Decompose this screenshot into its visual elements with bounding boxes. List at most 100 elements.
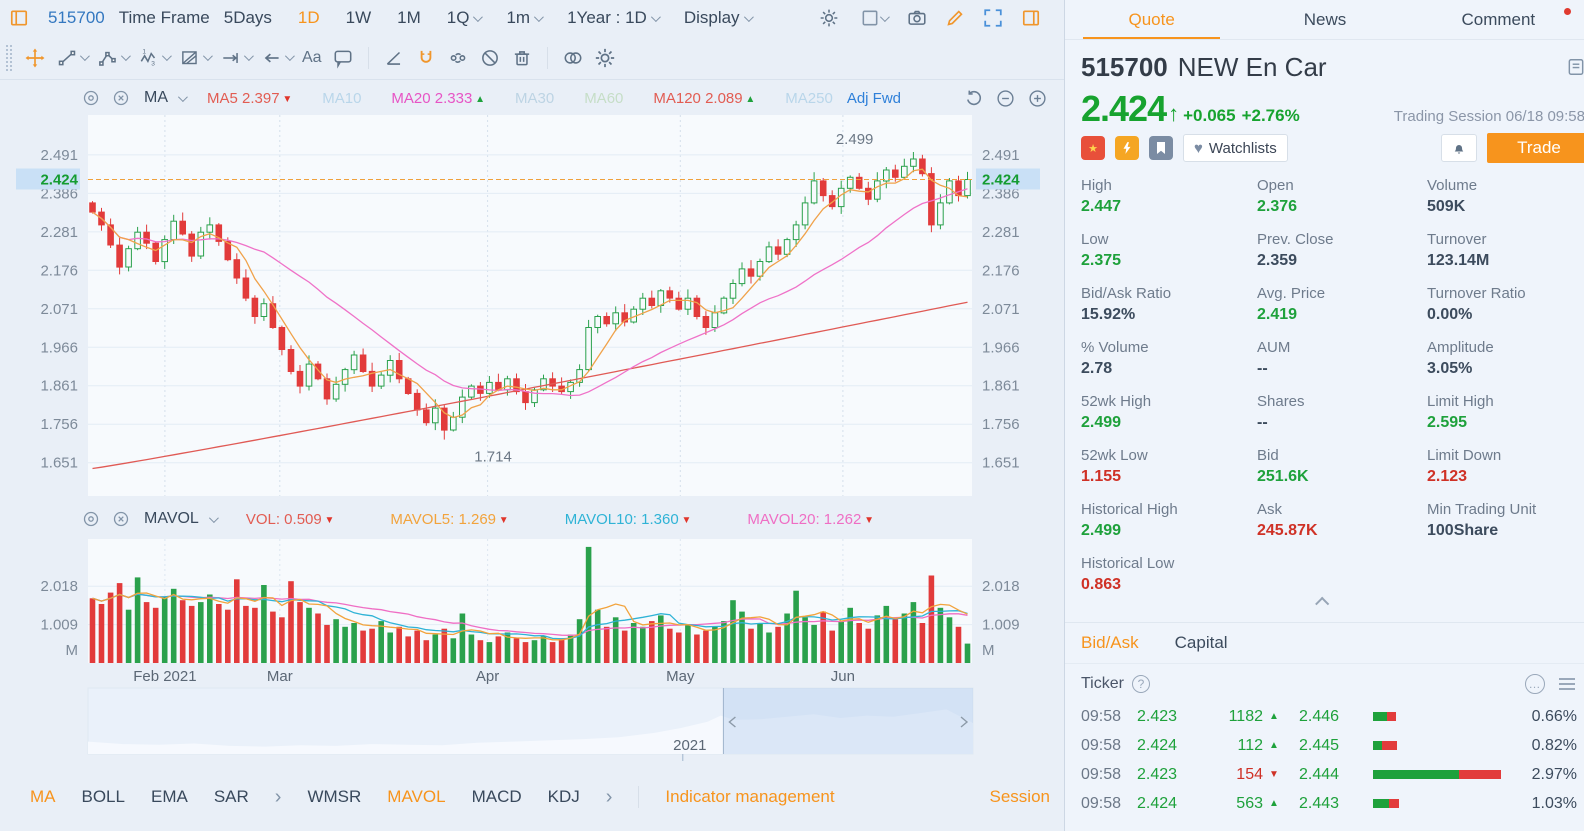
chart-settings-gear-icon[interactable] — [818, 7, 840, 29]
drawing-settings-gear-icon[interactable] — [594, 47, 616, 69]
indicator-ema[interactable]: EMA — [150, 787, 188, 806]
indicator-sar[interactable]: SAR — [213, 787, 249, 806]
compare-tool-icon[interactable] — [562, 47, 584, 69]
mavol-chip[interactable]: MAVOL20: 1.262 ▼ — [747, 510, 875, 528]
price-chart[interactable]: 2.491 2.491 2.386 2.386 2.281 2.281 2.176 2.176… — [0, 112, 1064, 502]
tab-comment[interactable]: Comment — [1412, 0, 1584, 39]
watchlists-label: Watchlists — [1208, 139, 1277, 157]
watchlists-button[interactable]: ♥ Watchlists — [1183, 134, 1288, 162]
range-1w[interactable]: 1W — [345, 8, 372, 27]
shape-tool-icon[interactable] — [97, 47, 131, 69]
trade-qty: 563 — [1236, 794, 1263, 812]
pattern-tool-icon[interactable] — [179, 47, 213, 69]
ticker-row[interactable]: 09:58 2.423 154 ▼ 2.444 2.97% — [1065, 760, 1584, 789]
stock-detail-doc-icon[interactable] — [1565, 56, 1584, 78]
ma-group-label[interactable]: MA — [144, 89, 168, 106]
indicator-management-link[interactable]: Indicator management — [665, 787, 835, 806]
mavol-settings-gear-icon[interactable] — [80, 508, 102, 530]
ma-chip[interactable]: MA30 — [515, 89, 555, 107]
ma-chip[interactable]: MA250 — [785, 89, 833, 107]
svg-text:1.009: 1.009 — [982, 617, 1020, 634]
range-1q[interactable]: 1Q — [447, 8, 484, 28]
indicator-more-chevron-icon[interactable]: › — [274, 785, 282, 808]
svg-text:Jun: Jun — [831, 668, 855, 685]
measure-tool-icon[interactable] — [220, 47, 254, 69]
zoom-out-icon[interactable] — [994, 87, 1016, 109]
indicator-more-chevron-icon-2[interactable]: › — [605, 785, 613, 808]
indicator-boll[interactable]: BOLL — [81, 787, 125, 806]
subtab-capital[interactable]: Capital — [1174, 633, 1228, 652]
chart-type-icon[interactable] — [856, 7, 890, 29]
arrow-left-tool-icon[interactable] — [261, 47, 295, 69]
text-tool-icon[interactable]: Aa — [302, 48, 322, 66]
ma-chip[interactable]: MA120 2.089 ▲ — [653, 89, 756, 107]
delete-drawings-trash-icon[interactable] — [511, 47, 533, 69]
undo-icon[interactable] — [962, 87, 984, 109]
subtab-bid-ask[interactable]: Bid/Ask — [1081, 633, 1139, 652]
zoom-in-icon[interactable] — [1026, 87, 1048, 109]
ticker-row[interactable]: 09:58 2.424 112 ▲ 2.445 0.82% — [1065, 731, 1584, 760]
move-tool-icon[interactable] — [24, 47, 46, 69]
magnet-tool-icon[interactable] — [415, 47, 437, 69]
svg-text:2.018: 2.018 — [982, 578, 1020, 595]
mavol-dropdown-chevron-icon[interactable] — [208, 512, 219, 523]
mavol-group-label[interactable]: MAVOL — [144, 510, 199, 527]
range-navigator[interactable]: 2021 — [0, 686, 1064, 762]
range-display[interactable]: Display — [684, 8, 754, 28]
trade-time: 09:58 — [1081, 765, 1122, 783]
range-1year-1d[interactable]: 1Year : 1D — [567, 8, 661, 28]
ticker-row[interactable]: 09:58 2.424 563 ▲ 2.443 1.03% — [1065, 789, 1584, 818]
ma-dropdown-chevron-icon[interactable] — [177, 91, 188, 102]
ticker-list-view-icon[interactable] — [1559, 678, 1575, 690]
range-1m[interactable]: 1m — [506, 8, 544, 28]
sync-tool-icon[interactable] — [447, 47, 469, 69]
indicator-wmsr[interactable]: WMSR — [307, 787, 362, 806]
indicator-macd[interactable]: MACD — [471, 787, 522, 806]
angle-tool-icon[interactable] — [383, 47, 405, 69]
range-1d[interactable]: 1D — [297, 8, 320, 27]
range-1m[interactable]: 1M — [397, 8, 421, 27]
ticker-help-icon[interactable]: ? — [1131, 675, 1150, 693]
ma-close-icon[interactable] — [110, 87, 132, 109]
level-price: 2.444 — [1299, 765, 1340, 783]
adjust-forward-toggle[interactable]: Adj Fwd — [846, 89, 902, 107]
ma-chip[interactable]: MA5 2.397 ▼ — [207, 89, 293, 107]
range-5days[interactable]: 5Days — [223, 8, 272, 27]
trendline-tool-icon[interactable] — [56, 47, 90, 69]
chart-symbol[interactable]: 515700 — [48, 8, 105, 27]
toolbar-grip-handle[interactable] — [6, 44, 12, 71]
panel-toggle-left-icon[interactable] — [8, 7, 30, 29]
comment-tool-icon[interactable] — [332, 47, 354, 69]
range-buttons: 5Days 1D 1W 1M 1Q 1m 1Year : 1D Display — [223, 8, 754, 28]
alert-bell-button[interactable] — [1441, 134, 1477, 162]
bookmark-badge-icon[interactable] — [1149, 136, 1173, 160]
svg-text:1.651: 1.651 — [982, 455, 1020, 472]
indicator-kdj[interactable]: KDJ — [547, 787, 580, 806]
indicator-mavol[interactable]: MAVOL — [387, 787, 446, 806]
ticker-row[interactable]: 09:58 2.423 1182 ▲ 2.446 0.66% — [1065, 702, 1584, 731]
mavol-chip[interactable]: MAVOL10: 1.360 ▼ — [564, 510, 692, 528]
fullscreen-expand-icon[interactable] — [982, 7, 1004, 29]
trade-button[interactable]: Trade — [1487, 133, 1584, 163]
indicator-ma[interactable]: MA — [30, 787, 56, 806]
stat-prev-close: Prev. Close 2.359 — [1257, 231, 1334, 269]
trade-price: 2.423 — [1137, 707, 1178, 725]
ticker-more-icon[interactable]: … — [1525, 674, 1545, 694]
mavol-chip[interactable]: MAVOL5: 1.269 ▼ — [390, 510, 509, 528]
volume-chart[interactable]: 2.018 2.018 1.009 1.009 M M Feb 2021 Mar Apr May J… — [0, 535, 1064, 685]
session-link[interactable]: Session — [989, 787, 1050, 806]
tab-news[interactable]: News — [1303, 9, 1347, 29]
draw-pencil-icon[interactable] — [944, 7, 966, 29]
mavol-close-icon[interactable] — [110, 508, 132, 530]
tab-quote[interactable]: Quote — [1065, 0, 1238, 39]
panel-toggle-right-icon[interactable] — [1020, 7, 1042, 29]
ma-settings-gear-icon[interactable] — [80, 87, 102, 109]
hide-drawings-icon[interactable] — [479, 47, 501, 69]
ma-chip[interactable]: MA20 2.333 ▲ — [391, 89, 485, 107]
mavol-chip[interactable]: VOL: 0.509 ▼ — [245, 510, 335, 528]
ma-chip[interactable]: MA10 — [322, 89, 362, 107]
screenshot-camera-icon[interactable] — [906, 7, 928, 29]
ma-chip[interactable]: MA60 — [584, 89, 624, 107]
collapse-stats-chevron[interactable] — [1065, 596, 1584, 614]
